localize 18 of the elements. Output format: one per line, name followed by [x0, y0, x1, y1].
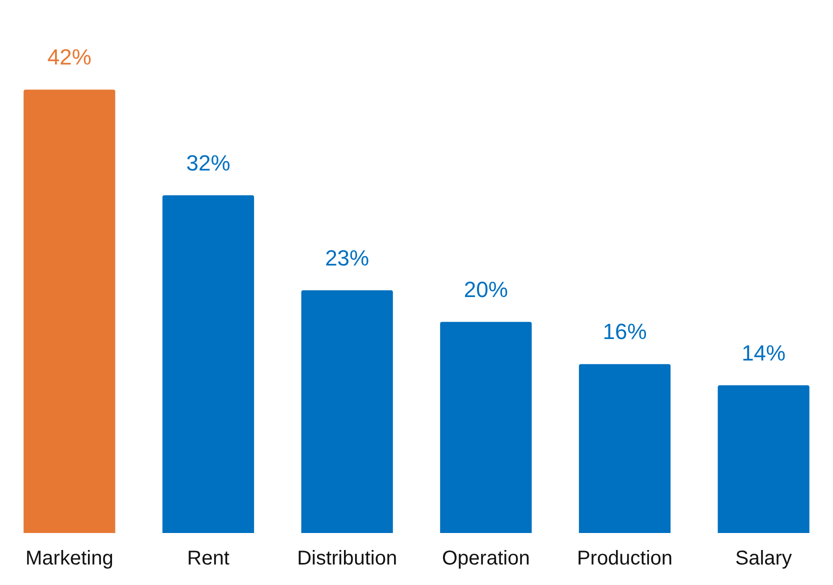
data-label: 14% — [742, 340, 786, 366]
bar — [162, 195, 254, 533]
data-label: 42% — [47, 44, 92, 70]
x-tick-label: Marketing — [26, 548, 114, 570]
x-tick-label: Rent — [187, 548, 230, 570]
bar — [440, 322, 532, 533]
bar — [301, 290, 393, 533]
x-tick-label: Distribution — [297, 548, 398, 570]
data-label: 23% — [325, 245, 370, 270]
bar — [24, 90, 116, 533]
data-label: 20% — [464, 276, 508, 302]
data-label: 32% — [186, 150, 230, 176]
x-tick-label: Salary — [735, 548, 792, 570]
x-tick-label: Operation — [442, 548, 530, 570]
bar — [578, 364, 671, 533]
data-label: 16% — [602, 319, 647, 344]
x-tick-label: Production — [576, 548, 673, 570]
bar — [718, 385, 810, 533]
